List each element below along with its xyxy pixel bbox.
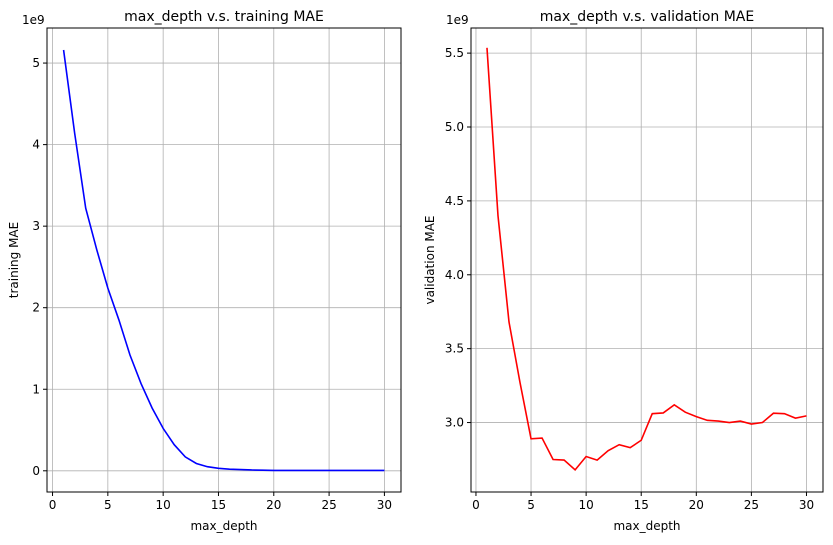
x-tick-label: 0 [472, 498, 480, 512]
series-line [62, 49, 385, 472]
x-tick-label: 20 [266, 498, 281, 512]
x-axis-label: max_depth [190, 519, 257, 533]
axes-frame [470, 27, 824, 493]
offset-label: 1e9 [446, 13, 469, 27]
chart-1: 0 5 10 15 20 25 30 3.0 3.5 4.0 4.5 5.0 5.5 max_depth … [423, 9, 824, 533]
chart-title: max_depth v.s. validation MAE [540, 9, 754, 25]
chart-0: 0 5 10 15 20 25 30 0 1 2 3 4 5 max_depth v.s. trainin… [7, 9, 402, 533]
x-axis-label: max_depth [613, 519, 680, 533]
x-tick-label: 30 [799, 498, 814, 512]
x-tick-label: 10 [156, 498, 171, 512]
x-tick-label: 20 [689, 498, 704, 512]
x-tick-label: 25 [744, 498, 759, 512]
x-tick-label: 5 [527, 498, 535, 512]
series-line [486, 47, 807, 471]
x-tick-label: 5 [104, 498, 112, 512]
y-axis-label: training MAE [7, 222, 21, 298]
chart-title: max_depth v.s. training MAE [124, 9, 324, 25]
x-tick-label: 25 [321, 498, 336, 512]
y-tick-label: 4.5 [445, 194, 464, 208]
y-tick-label: 5.0 [445, 120, 464, 134]
y-tick-label: 4.0 [445, 268, 464, 282]
x-tick-label: 15 [634, 498, 649, 512]
offset-label: 1e9 [22, 13, 45, 27]
x-tick-label: 10 [578, 498, 593, 512]
y-axis-label: validation MAE [423, 215, 437, 304]
y-tick-label: 2 [32, 301, 40, 315]
y-tick-label: 3 [32, 219, 40, 233]
x-tick-label: 15 [211, 498, 226, 512]
y-tick-label: 1 [32, 382, 40, 396]
y-tick-label: 3.5 [445, 342, 464, 356]
y-tick-label: 5.5 [445, 46, 464, 60]
x-tick-label: 30 [377, 498, 392, 512]
y-tick-label: 5 [32, 56, 40, 70]
y-tick-label: 3.0 [445, 416, 464, 430]
axes-frame [46, 27, 402, 493]
y-tick-label: 4 [32, 138, 40, 152]
y-tick-label: 0 [32, 464, 40, 478]
x-tick-label: 0 [49, 498, 57, 512]
